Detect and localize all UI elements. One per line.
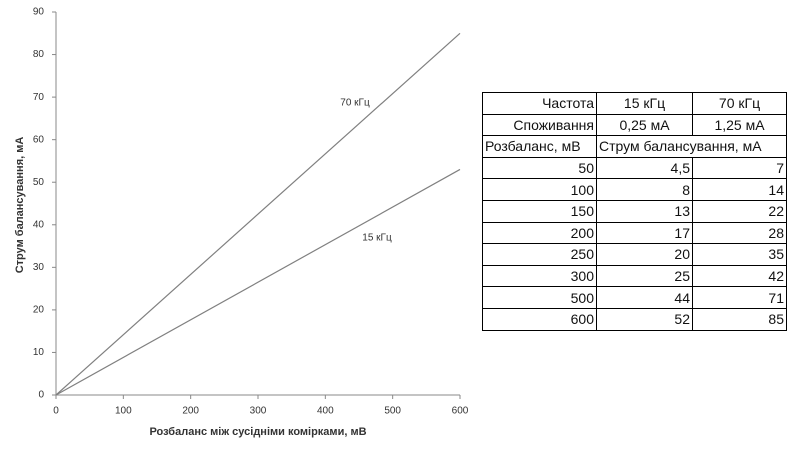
table-row: 250 20 35 [482, 243, 787, 266]
table-cell: 17 [596, 221, 693, 245]
y-tick-label: 10 [33, 347, 45, 358]
x-axis-label: Розбаланс між сусідніми комірками, мВ [149, 426, 366, 438]
data-table: Частота 15 кГц 70 кГц Споживання 0,25 мА 1,25… [482, 92, 787, 331]
table-cell: Частота [482, 92, 597, 115]
chart: Розбаланс між сусідніми комірками, мВ Ст… [14, 7, 469, 438]
y-tick-label: 60 [33, 134, 45, 145]
y-tick-label: 0 [38, 390, 44, 401]
x-tick-label: 400 [317, 406, 334, 417]
table-cell: 8 [596, 178, 693, 201]
table-cell: 1,25 мА [692, 113, 787, 137]
series-line [55, 32, 461, 396]
y-tick-label: 90 [33, 7, 45, 18]
table-cell: 13 [596, 199, 693, 223]
y-tick-label: 70 [33, 92, 45, 103]
table-cell: 200 [482, 221, 597, 245]
table-row: 300 25 42 [482, 264, 787, 288]
table-cell: Струм балансування, мА [596, 135, 787, 158]
table-cell: 25 [596, 264, 693, 288]
table-cell: 42 [692, 264, 787, 288]
table-cell: 100 [482, 178, 597, 201]
table-row: Частота 15 кГц 70 кГц [482, 92, 787, 115]
x-tick-label: 300 [250, 406, 267, 417]
table-cell: 85 [692, 307, 787, 331]
table-row: Розбаланс, мВ Струм балансування, мА [482, 135, 787, 158]
series-label: 15 кГц [362, 233, 392, 244]
table-cell: 50 [482, 156, 597, 180]
y-tick-label: 20 [33, 305, 45, 316]
table-cell: 28 [692, 221, 787, 245]
table-cell: 14 [692, 178, 787, 201]
table-cell: Споживання [482, 113, 597, 137]
series-line [55, 168, 461, 396]
y-tick-label: 30 [33, 262, 45, 273]
table-cell: 250 [482, 243, 597, 266]
table-cell: 22 [692, 199, 787, 223]
table-row: Споживання 0,25 мА 1,25 мА [482, 113, 787, 137]
table-row: 500 44 71 [482, 286, 787, 309]
table-cell: 0,25 мА [596, 113, 693, 137]
y-tick-label: 80 [33, 49, 45, 60]
table-cell: 600 [482, 307, 597, 331]
x-tick-label: 100 [115, 406, 132, 417]
table-cell: 150 [482, 199, 597, 223]
x-tick-label: 500 [384, 406, 401, 417]
table-cell: 500 [482, 286, 597, 309]
x-tick-label: 0 [53, 406, 59, 417]
x-tick-label: 200 [182, 406, 199, 417]
table-cell: 7 [692, 156, 787, 180]
table-cell: 52 [596, 307, 693, 331]
table-cell: 70 кГц [692, 92, 787, 115]
table-row: 100 8 14 [482, 178, 787, 201]
table-cell: 15 кГц [596, 92, 693, 115]
table-cell: 35 [692, 243, 787, 266]
table-cell: 44 [596, 286, 693, 309]
y-axis-label: Струм балансування, мА [14, 137, 26, 274]
table-row: 600 52 85 [482, 307, 787, 331]
table-row: 150 13 22 [482, 199, 787, 223]
table-cell: 71 [692, 286, 787, 309]
table-cell: 300 [482, 264, 597, 288]
table-row: 200 17 28 [482, 221, 787, 245]
table-cell: 4,5 [596, 156, 693, 180]
y-tick-label: 40 [33, 219, 45, 230]
y-tick-label: 50 [33, 177, 45, 188]
table-cell: Розбаланс, мВ [482, 135, 597, 158]
table-row: 50 4,5 7 [482, 156, 787, 180]
table-cell: 20 [596, 243, 693, 266]
series-label: 70 кГц [340, 98, 370, 109]
x-tick-label: 600 [452, 406, 469, 417]
